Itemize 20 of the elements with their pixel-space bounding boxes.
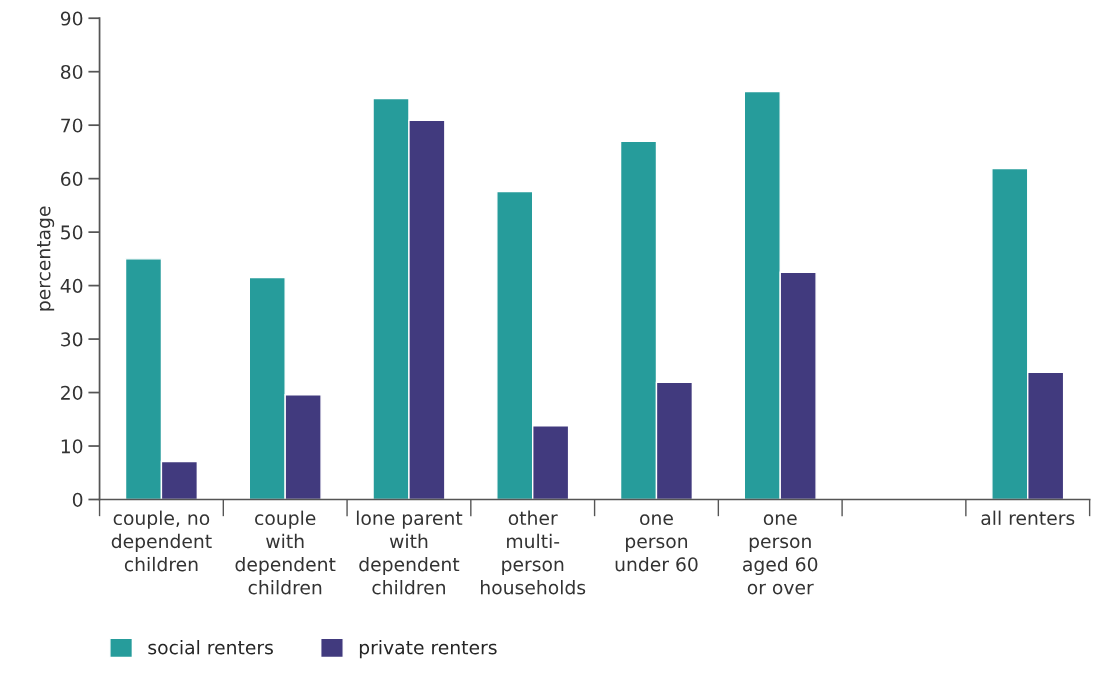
x-tick-label: all renters [981, 510, 1075, 526]
y-tick-label: 40 [60, 278, 83, 293]
y-tick-label: 30 [61, 332, 83, 347]
x-tick-label: couple with dependent children [235, 510, 336, 595]
y-tick-label: 60 [61, 171, 83, 187]
y-tick-label: 80 [60, 64, 83, 80]
x-tick-label: lone parent with dependent children [356, 510, 463, 595]
y-axis-title: percentage [37, 206, 55, 311]
y-tick-label: 20 [61, 385, 83, 400]
x-tick-label: one person under 60 [615, 514, 698, 572]
y-tick-label: 10 [61, 439, 83, 454]
y-tick-label: 90 [60, 11, 83, 26]
y-tick-label: 70 [61, 118, 83, 133]
x-tick-label: other multi- person households [481, 510, 586, 595]
y-tick-label: 0 [72, 492, 83, 507]
legend-label: private renters [359, 639, 497, 659]
legend-label: social renters [148, 639, 273, 655]
x-tick-label: one person aged 60 or over [743, 514, 818, 595]
y-tick-label: 50 [61, 225, 83, 240]
x-tick-label: couple, no dependent children [111, 510, 212, 572]
